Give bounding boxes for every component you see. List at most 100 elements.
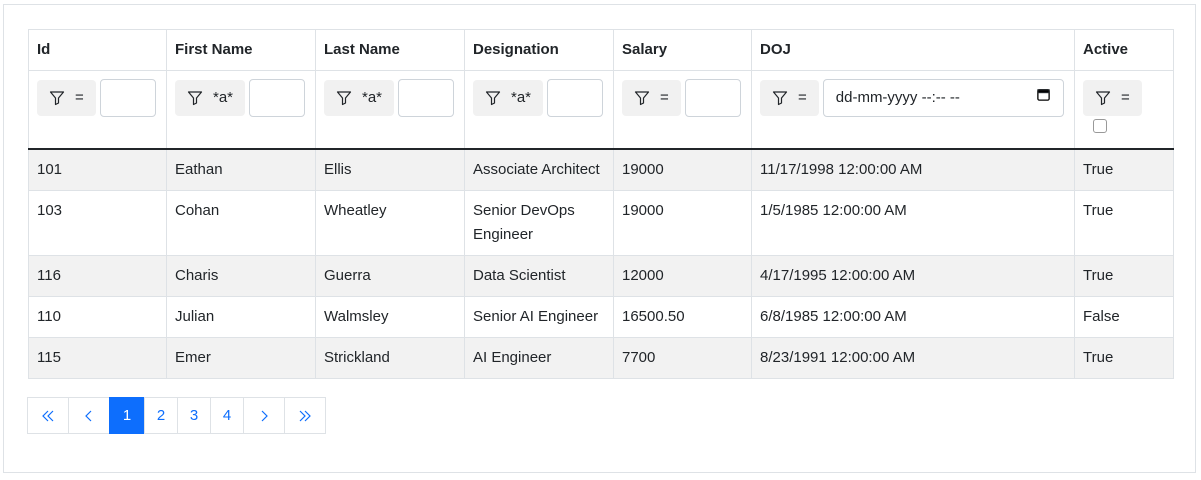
cell: 115 [28, 337, 167, 379]
filter-button[interactable]: *a* [175, 80, 246, 116]
icon [1095, 91, 1111, 106]
cell: 19000 [613, 148, 752, 191]
cell: 103 [28, 190, 167, 256]
column-header: DOJ [751, 29, 1075, 71]
cell: AI Engineer [464, 337, 614, 379]
grid-head: Id First Name Last Name Designation Salary DO… [28, 29, 1174, 150]
data-row: 110 Julian Walmsley Senior AI Engineer 16500… [28, 296, 1174, 338]
icon [85, 410, 92, 421]
page-nav-button[interactable] [243, 397, 285, 434]
data-row: 103 Cohan Wheatley Senior DevOps Engineer 19… [28, 190, 1174, 256]
icon [772, 91, 788, 106]
calendar-icon [1036, 86, 1051, 110]
page-button[interactable]: 1 [109, 397, 145, 434]
data-row: 116 Charis Guerra Data Scientist 12000 4/17/1… [28, 255, 1174, 297]
cell: Julian [166, 296, 316, 338]
cell: 19000 [613, 190, 752, 256]
column-header: Designation [464, 29, 614, 71]
filter-button[interactable]: = [622, 80, 681, 116]
cell: Eathan [166, 148, 316, 191]
page-nav-button[interactable] [68, 397, 110, 434]
filter-operator: = [1121, 89, 1130, 106]
cell: Emer [166, 337, 316, 379]
cell: Wheatley [315, 190, 465, 256]
cell: True [1074, 337, 1174, 379]
cell: 101 [28, 148, 167, 191]
filter-checkbox[interactable] [1093, 119, 1107, 133]
icon [42, 410, 54, 421]
header-row: Id First Name Last Name Designation Salary DO… [28, 29, 1174, 71]
filter-input[interactable] [547, 79, 604, 117]
filter-input[interactable] [99, 79, 156, 117]
filter-cell: = dd-mm-yyyy --:-- -- [751, 70, 1075, 150]
cell: Ellis [315, 148, 465, 191]
cell: True [1074, 148, 1174, 191]
column-header: Salary [613, 29, 752, 71]
filter-operator: = [798, 89, 807, 106]
cell: 8/23/1991 12:00:00 AM [751, 337, 1075, 379]
page-button[interactable]: 4 [210, 397, 244, 434]
cell: Senior AI Engineer [464, 296, 614, 338]
filter-input[interactable] [398, 79, 455, 117]
cell: True [1074, 190, 1174, 256]
icon [299, 410, 311, 421]
cell: Walmsley [315, 296, 465, 338]
data-grid: Id First Name Last Name Designation Salary DO… [28, 29, 1174, 379]
icon [634, 91, 650, 106]
filter-operator: = [660, 89, 669, 106]
column-header: Last Name [315, 29, 465, 71]
page-nav-button[interactable] [27, 397, 69, 434]
cell: 1/5/1985 12:00:00 AM [751, 190, 1075, 256]
filter-button[interactable]: = [760, 80, 819, 116]
filter-input[interactable] [684, 79, 741, 117]
filter-cell: = [613, 70, 752, 150]
cell: Data Scientist [464, 255, 614, 297]
cell: Associate Architect [464, 148, 614, 191]
cell: 16500.50 [613, 296, 752, 338]
grid-body: 101 Eathan Ellis Associate Architect 19000 11… [28, 148, 1174, 379]
data-row: 115 Emer Strickland AI Engineer 7700 8/23/199… [28, 337, 1174, 379]
data-row: 101 Eathan Ellis Associate Architect 19000 11… [28, 148, 1174, 191]
icon [261, 410, 268, 421]
filter-button[interactable]: *a* [473, 80, 544, 116]
icon [1036, 89, 1050, 101]
cell: 7700 [613, 337, 752, 379]
cell: Guerra [315, 255, 465, 297]
cell: True [1074, 255, 1174, 297]
cell: Cohan [166, 190, 316, 256]
column-header: Id [28, 29, 167, 71]
filter-button[interactable]: *a* [324, 80, 395, 116]
cell: 6/8/1985 12:00:00 AM [751, 296, 1075, 338]
filter-operator: *a* [511, 89, 532, 106]
page-nav-button[interactable] [284, 397, 326, 434]
cell: Strickland [315, 337, 465, 379]
icon [49, 91, 65, 106]
filter-input[interactable] [249, 79, 306, 117]
filter-row: = *a* *a* *a* = = dd-mm-yyyy --:-- -- = [28, 70, 1174, 150]
filter-cell: = [28, 70, 167, 150]
icon [485, 91, 501, 106]
cell: 110 [28, 296, 167, 338]
icon [187, 91, 203, 106]
cell: Senior DevOps Engineer [464, 190, 614, 256]
cell: 116 [28, 255, 167, 297]
cell: 12000 [613, 255, 752, 297]
card [3, 4, 1196, 473]
filter-cell: = [1074, 70, 1174, 150]
cell: False [1074, 296, 1174, 338]
filter-cell: *a* [464, 70, 614, 150]
filter-button[interactable]: = [1083, 80, 1142, 116]
cell: 4/17/1995 12:00:00 AM [751, 255, 1075, 297]
page-button[interactable]: 2 [144, 397, 178, 434]
page-button[interactable]: 3 [177, 397, 211, 434]
date-input[interactable]: dd-mm-yyyy --:-- -- [822, 79, 1064, 117]
filter-button[interactable]: = [37, 80, 96, 116]
filter-cell: *a* [315, 70, 465, 150]
filter-operator: *a* [213, 89, 234, 106]
filter-cell: *a* [166, 70, 316, 150]
column-header: First Name [166, 29, 316, 71]
filter-operator: *a* [362, 89, 383, 106]
cell: Charis [166, 255, 316, 297]
